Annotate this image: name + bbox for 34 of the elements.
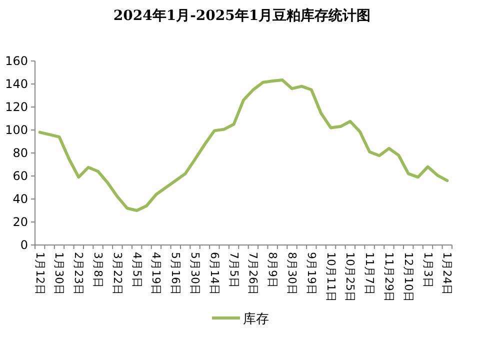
x-tick-label: 1月3日 (421, 252, 434, 288)
x-tick-label: 5月16日 (169, 252, 182, 295)
y-tick-label: 40 (12, 192, 28, 206)
x-tick-label: 12月10日 (402, 252, 415, 302)
x-tick-label: 8月30日 (285, 252, 298, 295)
x-tick-label: 4月5日 (130, 252, 144, 288)
y-tick-label: 160 (5, 54, 28, 68)
y-tick-label: 120 (5, 100, 28, 114)
chart-title: 2024年1月-2025年1月豆粕库存统计图 (113, 7, 371, 24)
legend-label: 库存 (243, 312, 269, 327)
x-tick-label: 10月25日 (344, 252, 357, 302)
x-tick-label: 8月9日 (266, 252, 280, 288)
x-tick-label: 10月11日 (324, 252, 338, 302)
x-tick-label: 7月5日 (227, 252, 240, 288)
x-tick-label: 11月7日 (363, 252, 376, 295)
y-tick-label: 0 (20, 238, 28, 252)
x-tick-label: 9月19日 (304, 252, 318, 295)
line-series (38, 78, 449, 212)
x-tick-label: 3月22日 (110, 252, 124, 295)
x-tick-label: 4月19日 (150, 252, 163, 295)
x-tick-label: 1月12日 (33, 252, 46, 295)
y-tick-label: 100 (5, 123, 28, 137)
y-tick-label: 80 (12, 146, 28, 160)
x-tick-label: 2月23日 (72, 252, 86, 295)
y-tick-label: 60 (12, 169, 28, 183)
x-tick-label: 7月26日 (246, 252, 260, 295)
x-tick-label: 11月29日 (382, 252, 396, 302)
x-tick-label: 6月14日 (208, 252, 221, 295)
y-tick-label: 140 (5, 77, 28, 91)
x-tick-label: 1月24日 (440, 252, 454, 295)
x-tick-label: 3月8日 (92, 252, 105, 288)
x-tick-label: 1月30日 (52, 252, 66, 295)
x-tick-label: 5月30日 (188, 252, 202, 295)
y-tick-label: 20 (12, 215, 28, 229)
